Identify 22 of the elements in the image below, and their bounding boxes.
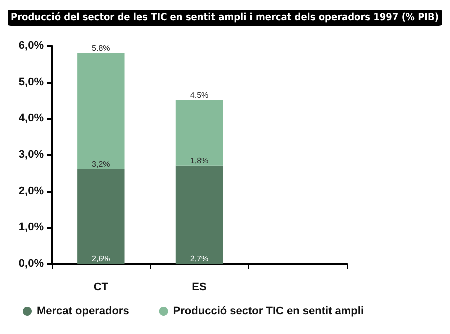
bar	[176, 166, 224, 264]
y-tick-label: 0,0%	[18, 258, 44, 270]
bar	[78, 53, 125, 170]
legend-label: Mercat operadors	[37, 306, 130, 318]
data-label: 1,8%	[190, 156, 209, 166]
bar	[176, 100, 224, 166]
y-tick-label: 6,0%	[18, 40, 44, 52]
y-tick-label: 5,0%	[18, 76, 44, 88]
total-label: 5.8%	[92, 44, 110, 53]
x-tick-label: ES	[192, 282, 207, 294]
y-tick-label: 4,0%	[18, 112, 44, 125]
y-tick-label: 1,0%	[18, 222, 44, 234]
data-label: 2,6%	[92, 254, 110, 264]
legend-label: Producció sector TIC en sentit ampli	[173, 306, 364, 318]
y-tick-label: 3,0%	[18, 149, 44, 161]
bar	[78, 170, 125, 264]
y-tick-label: 2,0%	[18, 185, 44, 198]
data-label: 3,2%	[92, 160, 110, 170]
total-label: 4.5%	[190, 91, 209, 100]
data-label: 2,7%	[190, 254, 209, 264]
chart-title: Producció del sector de les TIC en sentit ampli i mercat dels operadors 1997 (% PIB)	[11, 12, 439, 24]
x-tick-label: CT	[94, 282, 109, 294]
